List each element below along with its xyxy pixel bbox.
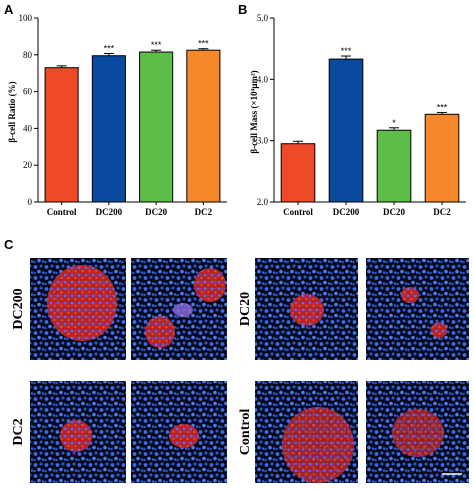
micrograph-dc200-b xyxy=(131,258,227,360)
chart-a-category-label: DC200 xyxy=(96,207,123,217)
micrograph-panel xyxy=(30,258,469,483)
chart-b-bar xyxy=(376,129,412,203)
chart-a-bar xyxy=(44,67,79,203)
group-label-control: Control xyxy=(238,409,253,456)
chart-b-bar xyxy=(424,113,460,203)
chart-b-bars: ******* xyxy=(280,46,460,203)
panel-label-b: B xyxy=(238,2,247,17)
chart-a-significance-label: *** xyxy=(151,40,162,50)
chart-b-categories: Control DC200 DC20 DC2 xyxy=(283,202,451,217)
group-label-dc200: DC200 xyxy=(11,288,26,329)
chart-b-significance-label: * xyxy=(392,118,396,128)
panel-label-a: A xyxy=(4,2,14,17)
chart-b-beta-cell-mass: β-cell Mass (×10⁴μm²) 2.03.04.05.0 *****… xyxy=(249,13,466,217)
chart-b-y-tick-label: 3.0 xyxy=(257,136,269,146)
chart-a-category-label: DC2 xyxy=(195,207,213,217)
micrograph-control-a xyxy=(255,381,358,483)
chart-b-category-label: DC20 xyxy=(383,207,405,217)
chart-a-ylabel: β-cell Ratio (%) xyxy=(7,81,17,142)
chart-b-y-tick-label: 2.0 xyxy=(257,197,269,207)
chart-a-significance-label: *** xyxy=(104,44,115,54)
chart-b-category-label: DC200 xyxy=(333,207,360,217)
chart-a-y-ticks: 0 20 40 60 80 100 xyxy=(19,13,38,207)
micrograph-dc200-a xyxy=(30,258,126,360)
chart-b-bar xyxy=(328,58,364,203)
chart-a-y-tick-label: 20 xyxy=(23,160,33,170)
chart-a-y-tick-label: 0 xyxy=(28,197,33,207)
chart-a-significance-label: *** xyxy=(198,39,209,49)
chart-b-y-ticks: 2.0 3.0 4.0 5.0 xyxy=(257,13,274,207)
chart-a-category-label: DC20 xyxy=(145,207,167,217)
chart-b-y-tick-label: 4.0 xyxy=(257,74,269,84)
chart-a-categories: Control DC200 DC20 DC2 xyxy=(47,202,213,217)
chart-a-bar xyxy=(91,55,126,203)
chart-b-significance-label: *** xyxy=(341,46,352,56)
group-label-dc20: DC20 xyxy=(238,292,253,326)
micrograph-dc20-a xyxy=(255,258,358,360)
chart-a-bars: *** *** *** xyxy=(44,39,221,203)
chart-a-beta-cell-ratio: β-cell Ratio (%) 0 20 40 60 80 100 *** *** *** … xyxy=(7,13,227,217)
micrograph-dc2-a xyxy=(30,381,126,483)
chart-a-y-tick-label: 40 xyxy=(23,123,33,133)
micrograph-control-b xyxy=(366,381,469,483)
group-label-dc2: DC2 xyxy=(11,418,26,445)
panel-label-c: C xyxy=(4,237,14,252)
chart-b-category-label: DC2 xyxy=(433,207,451,217)
chart-b-y-tick-label: 5.0 xyxy=(257,13,269,23)
chart-b-significance-label: *** xyxy=(437,102,448,112)
micrograph-dc20-b xyxy=(366,258,469,360)
chart-b-category-label: Control xyxy=(283,207,313,217)
chart-b-bar xyxy=(280,143,316,203)
chart-b-ylabel: β-cell Mass (×10⁴μm²) xyxy=(249,70,259,153)
chart-a-bar xyxy=(186,49,221,203)
chart-a-bar xyxy=(139,51,174,203)
chart-a-y-tick-label: 100 xyxy=(19,13,33,23)
chart-a-category-label: Control xyxy=(47,207,77,217)
chart-a-y-tick-label: 60 xyxy=(23,87,33,97)
chart-a-y-tick-label: 80 xyxy=(23,50,33,60)
micrograph-dc2-b xyxy=(131,381,227,483)
